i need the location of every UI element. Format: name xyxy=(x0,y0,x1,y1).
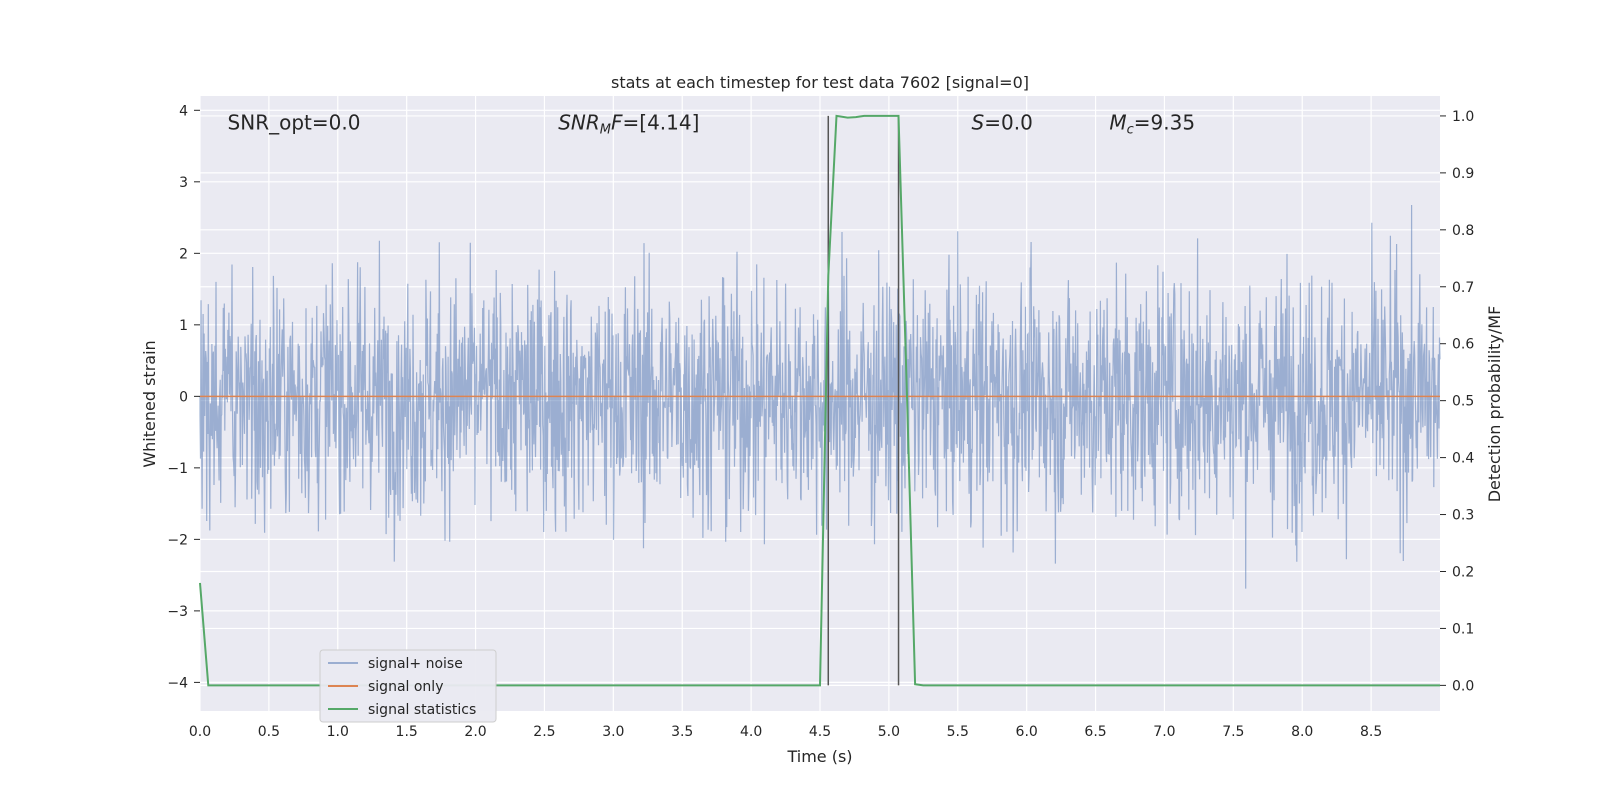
x-tick-label-6: 3.0 xyxy=(602,724,624,740)
annotation-1: SNRMF=[4.14] xyxy=(558,110,699,137)
x-tick-label-15: 7.5 xyxy=(1222,724,1244,740)
legend-box xyxy=(319,649,497,723)
y2-tick-label-8: 0.8 xyxy=(1452,223,1474,239)
x-tick-label-2: 1.0 xyxy=(327,724,349,740)
y-tick-label-6: 2 xyxy=(179,246,188,262)
y2-tick-label-7: 0.7 xyxy=(1452,280,1474,296)
legend-label-signal-statistics: signal statistics xyxy=(368,702,476,718)
x-tick-label-3: 1.5 xyxy=(396,724,418,740)
y2-tick-label-1: 0.1 xyxy=(1452,621,1474,637)
x-axis-label: Time (s) xyxy=(786,747,852,766)
y-tick-label-1: −3 xyxy=(167,604,188,620)
y2-tick-label-0: 0.0 xyxy=(1452,678,1474,694)
annotation-2: S=0.0 xyxy=(972,110,1033,134)
y2-tick-label-3: 0.3 xyxy=(1452,508,1474,524)
legend-label-signal-only: signal only xyxy=(368,679,443,695)
y-tick-label-3: −1 xyxy=(167,461,188,477)
x-tick-label-1: 0.5 xyxy=(258,724,280,740)
y2-tick-label-6: 0.6 xyxy=(1452,337,1474,353)
vertical-markers xyxy=(827,115,900,686)
x-tick-label-13: 6.5 xyxy=(1084,724,1106,740)
y2-tick-label-4: 0.4 xyxy=(1452,451,1474,467)
legend: signal+ noise signal only signal statist… xyxy=(319,649,497,723)
grid xyxy=(199,96,1440,711)
signal-statistics-series xyxy=(199,114,1440,687)
x-tick-label-17: 8.5 xyxy=(1360,724,1382,740)
y-tick-label-2: −2 xyxy=(167,532,188,548)
x-ticks: 0.0 0.5 1.0 1.5 2.0 2.5 3.0 3.5 4.0 4.5 5.0 5.5 6.0 6… xyxy=(189,724,1382,740)
x-tick-label-16: 8.0 xyxy=(1291,724,1313,740)
y2-tick-label-5: 0.5 xyxy=(1452,394,1474,410)
signal-noise-series xyxy=(199,204,1441,589)
x-tick-label-10: 5.0 xyxy=(878,724,900,740)
x-tick-label-7: 3.5 xyxy=(671,724,693,740)
y-tick-label-7: 3 xyxy=(179,175,188,191)
signal-statistics-line xyxy=(199,114,1440,687)
x-tick-label-12: 6.0 xyxy=(1016,724,1038,740)
signal-noise-line xyxy=(199,204,1441,589)
x-tick-label-5: 2.5 xyxy=(533,724,555,740)
y-axis-label: Whitened strain xyxy=(140,340,159,467)
legend-label-signal-noise: signal+ noise xyxy=(368,656,463,672)
annotations: SNR_opt=0.0 SNRMF=[4.14] S=0.0 Mc=9.35 xyxy=(228,110,1195,137)
y-ticks: −4 −3 −2 −1 0 1 2 3 4 xyxy=(167,103,200,691)
y-tick-label-8: 4 xyxy=(179,103,188,119)
y2-ticks: 0.0 0.1 0.2 0.3 0.4 0.5 0.6 0.7 0.8 0.9 1.0 xyxy=(1440,109,1474,694)
y-tick-label-0: −4 xyxy=(167,675,188,691)
x-tick-label-4: 2.0 xyxy=(464,724,486,740)
annotation-0: SNR_opt=0.0 xyxy=(228,110,361,134)
x-tick-label-8: 4.0 xyxy=(740,724,762,740)
y2-tick-label-9: 0.9 xyxy=(1452,166,1474,182)
x-tick-label-14: 7.0 xyxy=(1153,724,1175,740)
y2-tick-label-2: 0.2 xyxy=(1452,564,1474,580)
x-tick-label-11: 5.5 xyxy=(947,724,969,740)
annotation-3: Mc=9.35 xyxy=(1109,110,1195,137)
x-tick-label-9: 4.5 xyxy=(809,724,831,740)
y2-tick-label-10: 1.0 xyxy=(1452,109,1474,125)
y-tick-label-5: 1 xyxy=(179,318,188,334)
chart-title: stats at each timestep for test data 760… xyxy=(611,73,1029,92)
y2-axis-label: Detection probability/MF xyxy=(1485,306,1504,503)
y-tick-label-4: 0 xyxy=(179,389,188,405)
x-tick-label-0: 0.0 xyxy=(189,724,211,740)
